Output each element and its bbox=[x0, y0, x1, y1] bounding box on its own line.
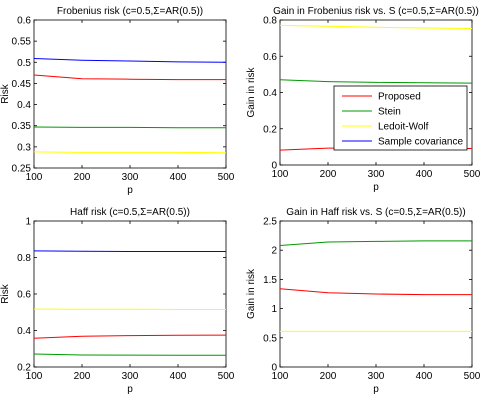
chart-title: Haff risk (c=0.5,Σ=AR(0.5)) bbox=[70, 207, 190, 218]
series-line-stein bbox=[279, 240, 472, 246]
y-axis-label: Gain in risk bbox=[246, 66, 257, 117]
x-tick-label: 300 bbox=[122, 172, 139, 183]
x-tick-label: 200 bbox=[320, 169, 337, 180]
x-tick-label: 100 bbox=[272, 169, 289, 180]
plot-area bbox=[33, 220, 227, 368]
y-tick-label: 0.4 bbox=[263, 88, 277, 99]
legend-box bbox=[333, 85, 468, 151]
y-axis-label: Risk bbox=[0, 283, 11, 303]
x-tick-label: 300 bbox=[122, 371, 139, 382]
x-tick-label: 200 bbox=[320, 371, 337, 382]
y-tick-label: 1.5 bbox=[263, 275, 277, 286]
y-axis-label: Gain in risk bbox=[246, 268, 257, 319]
legend: Proposed Stein Ledoit-Wolf Sample covarianc… bbox=[333, 85, 468, 151]
chart-title: Frobenius risk (c=0.5,Σ=AR(0.5)) bbox=[57, 6, 203, 17]
y-tick-label: 1 bbox=[271, 304, 277, 315]
series-line-stein bbox=[33, 353, 226, 356]
chart-panel-3: Haff risk (c=0.5,Σ=AR(0.5)) 100 200 300 400 5… bbox=[0, 207, 235, 395]
y-tick-label: 2 bbox=[271, 246, 277, 257]
series-line-stein bbox=[279, 79, 473, 84]
y-tick-label: 0.35 bbox=[12, 121, 32, 132]
chart-panel-1: Frobenius risk (c=0.5,Σ=AR(0.5)) 100 200 30… bbox=[0, 6, 235, 196]
x-tick-label: 300 bbox=[368, 371, 385, 382]
y-tick-label: 0.5 bbox=[263, 333, 277, 344]
y-tick-label: 0 bbox=[271, 363, 277, 374]
chart-panel-2: Gain in Frobenius risk vs. S (c=0.5,Σ=AR… bbox=[246, 6, 481, 193]
x-tick-label: 500 bbox=[218, 172, 235, 183]
y-tick-label: 1 bbox=[25, 217, 31, 228]
series-line-stein bbox=[33, 126, 226, 129]
x-tick-label: 400 bbox=[170, 371, 187, 382]
x-axis-label: p bbox=[127, 384, 133, 395]
y-tick-label: 0.6 bbox=[17, 16, 31, 27]
y-tick-label: 0.2 bbox=[263, 124, 277, 135]
y-tick-label: 0.2 bbox=[17, 363, 31, 374]
series-line-proposed bbox=[33, 334, 227, 339]
x-axis-label: p bbox=[373, 384, 379, 395]
x-tick-label: 200 bbox=[74, 371, 91, 382]
chart-title: Gain in Frobenius risk vs. S (c=0.5,Σ=AR… bbox=[273, 6, 479, 17]
y-tick-label: 0.4 bbox=[17, 100, 31, 111]
y-tick-label: 0.45 bbox=[12, 79, 32, 90]
y-axis-label: Risk bbox=[0, 83, 11, 103]
x-axis-label: p bbox=[373, 182, 379, 193]
x-tick-label: 300 bbox=[368, 169, 385, 180]
y-tick-label: 0.25 bbox=[12, 164, 32, 175]
legend-label-stein: Stein bbox=[378, 107, 401, 118]
y-tick-label: 0.5 bbox=[17, 58, 31, 69]
series-line-ledoit-wolf bbox=[33, 151, 227, 154]
x-tick-label: 500 bbox=[464, 371, 481, 382]
x-tick-label: 400 bbox=[416, 169, 433, 180]
series-line-sample-covariance bbox=[33, 250, 226, 252]
series-line-ledoit-wolf bbox=[279, 24, 473, 29]
y-tick-label: 0.4 bbox=[17, 326, 31, 337]
chart-title: Gain in Haff risk vs. S (c=0.5,Σ=AR(0.5)… bbox=[286, 207, 465, 218]
x-tick-label: 100 bbox=[26, 371, 43, 382]
x-tick-label: 100 bbox=[272, 371, 289, 382]
y-tick-label: 0.8 bbox=[263, 16, 277, 27]
series-line-sample-covariance bbox=[33, 58, 227, 63]
x-tick-label: 500 bbox=[218, 371, 235, 382]
y-tick-label: 0.8 bbox=[17, 253, 31, 264]
y-tick-label: 2.5 bbox=[263, 217, 277, 228]
x-tick-label: 100 bbox=[26, 172, 43, 183]
legend-label-ledoit-wolf: Ledoit-Wolf bbox=[378, 122, 429, 133]
y-tick-label: 0.6 bbox=[263, 52, 277, 63]
x-tick-label: 400 bbox=[416, 371, 433, 382]
y-tick-label: 0.3 bbox=[17, 142, 31, 153]
legend-label-proposed: Proposed bbox=[378, 92, 421, 103]
y-tick-label: 0 bbox=[271, 161, 277, 172]
plot-area bbox=[33, 19, 227, 169]
series-line-proposed bbox=[33, 74, 226, 81]
x-tick-label: 200 bbox=[74, 172, 91, 183]
series-line-proposed bbox=[279, 288, 472, 296]
x-axis-label: p bbox=[127, 185, 133, 196]
y-tick-label: 0.6 bbox=[17, 290, 31, 301]
chart-panel-4: Gain in Haff risk vs. S (c=0.5,Σ=AR(0.5)… bbox=[246, 207, 481, 395]
x-tick-label: 400 bbox=[170, 172, 187, 183]
legend-label-sample-covariance: Sample covariance bbox=[378, 137, 463, 148]
y-tick-label: 0.55 bbox=[12, 37, 32, 48]
x-tick-label: 500 bbox=[464, 169, 481, 180]
